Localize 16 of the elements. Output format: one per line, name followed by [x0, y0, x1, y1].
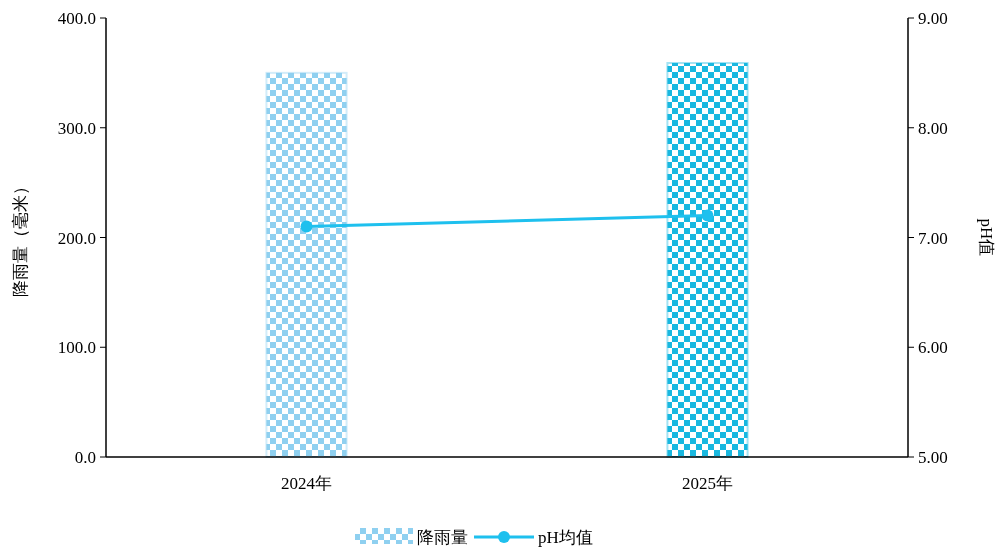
x-tick-label: 2025年: [682, 474, 733, 493]
y2-tick-label: 8.00: [918, 118, 948, 138]
y2-axis-title: pH值: [977, 218, 996, 257]
x-tick-label: 2024年: [281, 474, 332, 493]
y2-tick-label: 7.00: [918, 228, 948, 248]
y2-tick-label: 5.00: [918, 448, 948, 467]
y-tick-label: 0.0: [74, 448, 96, 467]
y-axis-title: 降雨量（毫米）: [11, 178, 30, 297]
y-tick-label: 300.0: [57, 118, 96, 138]
legend-label: 降雨量: [417, 528, 468, 547]
y2-tick-label: 6.00: [918, 338, 948, 358]
legend-label: pH均值: [538, 528, 593, 547]
y-tick-label: 200.0: [57, 228, 96, 248]
y2-tick-label: 9.00: [918, 9, 948, 28]
y-tick-label: 400.0: [57, 9, 96, 28]
y-tick-label: 100.0: [57, 338, 96, 358]
